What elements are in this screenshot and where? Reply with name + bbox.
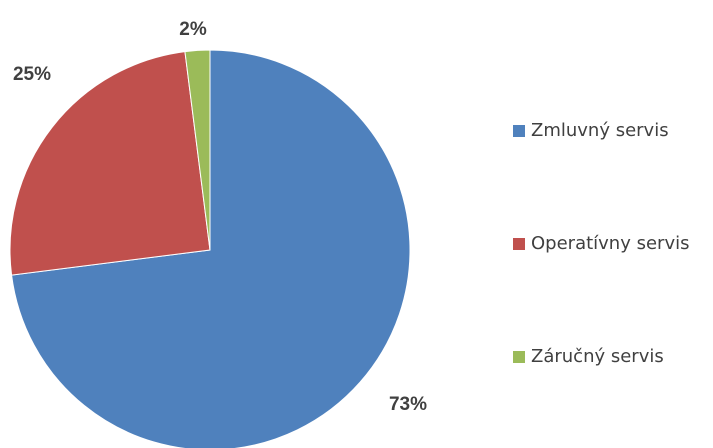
pie-slice xyxy=(11,49,411,448)
legend-swatch xyxy=(513,351,525,363)
data-label: 2% xyxy=(179,19,207,40)
legend-swatch xyxy=(513,238,525,250)
data-label: 73% xyxy=(389,394,427,415)
legend-label: Operatívny servis xyxy=(531,233,689,254)
data-label: 25% xyxy=(13,64,51,85)
legend-label: Zmluvný servis xyxy=(531,120,669,141)
legend-swatch xyxy=(513,125,525,137)
legend-label: Záručný servis xyxy=(531,346,664,367)
pie-slice xyxy=(184,49,211,251)
pie-slice xyxy=(9,51,211,276)
